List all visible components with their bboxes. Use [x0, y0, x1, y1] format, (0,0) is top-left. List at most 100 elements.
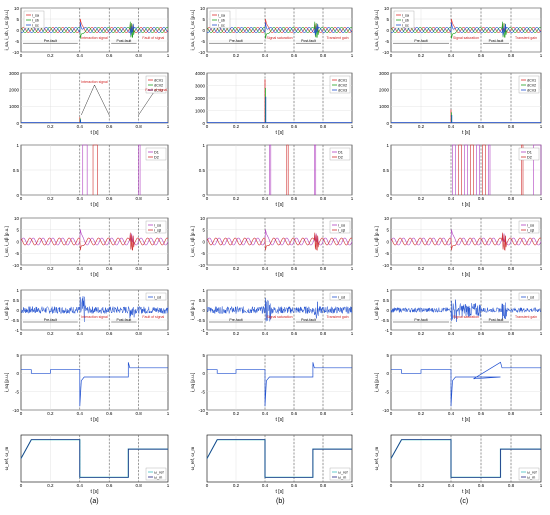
y-tick-label: -5: [385, 39, 389, 44]
pulse-mark: [286, 144, 289, 195]
y-tick-label: -5: [201, 389, 205, 394]
plot-frame: [20, 434, 169, 483]
y-tick-label: 0: [16, 239, 19, 244]
y-axis-label: i_sq [p.u.]: [374, 373, 379, 393]
x-tick-label: 0.8: [508, 196, 515, 201]
pulse-mark: [269, 144, 272, 195]
column-label-a: (a): [90, 498, 99, 505]
legend-entry: i_sc: [32, 24, 39, 28]
x-tick-label: 0.4: [262, 124, 269, 129]
x-tick-label: 0.2: [233, 53, 240, 58]
legend-entry: ω_m: [527, 476, 535, 480]
x-tick-label: 0.8: [508, 483, 515, 488]
x-tick-label: 0.6: [478, 331, 485, 336]
plot-frame: [390, 354, 542, 411]
x-tick-label: 0: [206, 53, 209, 58]
series-line-isq: [391, 361, 541, 407]
x-tick-label: 0: [20, 266, 23, 271]
annotation-arrow: [81, 84, 95, 116]
y-tick-label: -1: [201, 328, 205, 333]
x-tick-label: 0.6: [106, 266, 113, 271]
y-tick-label: 5: [16, 17, 19, 22]
annotation-label: Interaction signal: [81, 36, 108, 40]
y-tick-label: -5: [201, 39, 205, 44]
column-label-c: (c): [460, 498, 469, 505]
panel-r4-c1: -1 -0.5 0 0.5 1 0 0.2 0.4 0.6 0.8 1 i_sd [p.u.] i_sd…: [190, 288, 354, 336]
legend-entry: D2: [338, 156, 343, 160]
y-tick-label: -5: [385, 251, 389, 256]
x-tick-label: 0.6: [291, 266, 298, 271]
x-axis-label: t [s]: [90, 130, 99, 136]
panel-r0-c1: -10 -5 0 5 10 0 0.2 0.4 0.6 0.8 1 i_sa, i_sb, i_sc …: [190, 6, 354, 58]
annotation-label: Post-fault: [301, 318, 316, 322]
x-tick-label: 0.8: [320, 411, 327, 416]
series-line-omega-m: [206, 439, 352, 478]
annotation-label: Pre-fault: [229, 318, 242, 322]
series-line-isd: [206, 298, 353, 322]
legend-entry: i_sb: [402, 19, 409, 23]
annotation-label: Fault of signal: [142, 315, 164, 319]
series-line-1: [20, 232, 169, 251]
y-tick-label: 5: [202, 228, 205, 233]
series-line-0: [390, 229, 542, 246]
annotation-label: Pre-fault: [414, 39, 427, 43]
x-tick-label: 0.4: [262, 331, 269, 336]
y-tick-label: 0: [16, 121, 19, 126]
x-tick-label: 0: [20, 411, 23, 416]
plot-frame: [390, 434, 542, 483]
x-tick-label: 0: [390, 53, 393, 58]
x-tick-label: 0.4: [77, 53, 84, 58]
y-tick-label: -0.5: [197, 318, 205, 323]
y-tick-label: 0: [16, 371, 19, 376]
x-tick-label: 0: [20, 53, 23, 58]
y-tick-label: 10: [384, 216, 390, 221]
x-tick-label: 0: [390, 483, 393, 488]
y-tick-label: 0.5: [13, 298, 20, 303]
y-tick-label: 0: [202, 239, 205, 244]
y-axis-label: i_sd [p.u.]: [190, 300, 195, 320]
legend-entry: i_sd: [338, 296, 345, 300]
pulse-mark: [521, 144, 524, 195]
series-line-0: [390, 18, 542, 33]
x-tick-label: 1: [167, 411, 170, 416]
series-line-0: [206, 18, 353, 33]
annotation-label: Interaction signal: [81, 315, 108, 319]
panel-r3-c0: -10 -5 0 5 10 0 0.2 0.4 0.6 0.8 1 t [s] i_sα, i_sβ […: [4, 216, 170, 278]
x-tick-label: 0.6: [478, 266, 485, 271]
x-tick-label: 0: [206, 411, 209, 416]
annotation-label: Transient gain: [326, 36, 348, 40]
x-tick-label: 0.8: [320, 266, 327, 271]
legend-entry: i_sb: [218, 19, 225, 23]
x-axis-label: t [s]: [90, 272, 99, 278]
x-tick-label: 0.8: [320, 53, 327, 58]
y-tick-label: 1: [202, 143, 205, 148]
legend-entry: dCri2: [154, 84, 163, 88]
pulse-mark: [138, 144, 141, 195]
x-tick-label: 0: [390, 411, 393, 416]
x-tick-label: 0.4: [262, 266, 269, 271]
y-tick-label: 0: [386, 121, 389, 126]
x-tick-label: 0.4: [77, 196, 84, 201]
y-tick-label: 0.5: [13, 168, 20, 173]
y-axis-label: i_sd [p.u.]: [4, 300, 9, 320]
y-tick-label: 10: [200, 216, 206, 221]
x-tick-label: 0.4: [77, 266, 84, 271]
x-tick-label: 1: [167, 331, 170, 336]
pulse-mark: [476, 144, 480, 195]
y-tick-label: -10: [198, 50, 205, 55]
x-tick-label: 0: [20, 124, 23, 129]
legend-entry: i_sβ: [154, 229, 162, 233]
series-line-2: [390, 22, 542, 36]
y-tick-label: -0.5: [11, 318, 19, 323]
legend-entry: dCri2: [338, 84, 347, 88]
x-tick-label: 0.6: [106, 124, 113, 129]
x-tick-label: 0.4: [448, 483, 455, 488]
y-tick-label: 0: [386, 28, 389, 33]
y-tick-label: -10: [382, 408, 389, 413]
x-tick-label: 0.4: [77, 411, 84, 416]
y-axis-label: i_sq [p.u.]: [190, 373, 195, 393]
panel-r5-c2: -10 -5 0 5 0 0.2 0.4 0.6 0.8 1 t [s] i_sq [p.u.]: [374, 353, 543, 423]
